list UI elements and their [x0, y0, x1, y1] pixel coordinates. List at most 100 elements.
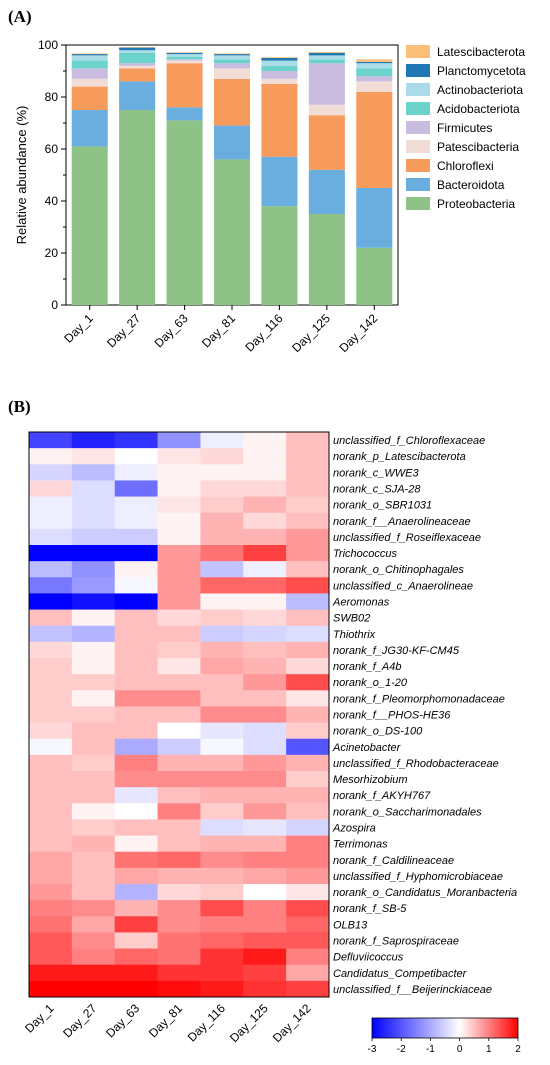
- heatmap-cell: [71, 900, 116, 917]
- legend-swatch-patescibacteria: [406, 140, 430, 153]
- heatmap-row-label: Thiothrix: [333, 629, 376, 641]
- heatmap-cell: [157, 835, 201, 853]
- heatmap-cell: [243, 464, 287, 481]
- heatmap-cell: [29, 803, 73, 820]
- heatmap-cell: [29, 835, 73, 853]
- heatmap-cell: [114, 835, 159, 853]
- colorbar-tick-label: -3: [368, 1044, 377, 1055]
- heatmap-cell: [157, 690, 201, 707]
- heatmap-cell: [157, 674, 201, 691]
- heatmap-cell: [157, 496, 201, 514]
- y-tick-label: 40: [45, 194, 59, 208]
- bar-segment-planctomycetota-day_116: [261, 58, 298, 61]
- heatmap-cell: [71, 803, 116, 820]
- heatmap-cell: [157, 932, 201, 950]
- heatmap-cell: [114, 754, 159, 772]
- legend-label-chloroflexi: Chloroflexi: [437, 159, 494, 173]
- heatmap-row-label: norank_f__Anaerolineaceae: [333, 516, 471, 528]
- heatmap-cell: [71, 545, 116, 562]
- bar-segment-chloroflexi-day_116: [261, 84, 298, 157]
- heatmap-row-label: norank_o_Chitinophagales: [333, 564, 464, 576]
- bar-segment-firmicutes-day_1: [71, 68, 108, 79]
- heatmap-row-label: Defluviicoccus: [333, 952, 404, 964]
- heatmap-cell: [286, 561, 330, 578]
- heatmap-row-label: norank_f_A4b: [333, 661, 402, 673]
- bar-segment-bacteroidota-day_1: [71, 110, 108, 147]
- bar-segment-acidobacteriota-day_142: [356, 68, 393, 77]
- heatmap-cell: [71, 512, 116, 530]
- heatmap-cell: [286, 819, 330, 837]
- heatmap-frame: [28, 431, 330, 998]
- bar-segment-bacteroidota-day_27: [119, 81, 156, 110]
- heatmap-cell: [29, 771, 73, 788]
- heatmap-cell: [29, 706, 73, 724]
- heatmap-cell: [114, 641, 159, 659]
- y-tick-label: 20: [45, 246, 59, 260]
- heatmap-cell: [243, 819, 287, 837]
- heatmap-cell: [243, 722, 287, 740]
- heatmap-cell: [200, 835, 244, 853]
- heatmap-cell: [29, 464, 73, 481]
- bar-segment-actinobacteriota-day_27: [119, 50, 156, 53]
- heatmap-cell: [286, 593, 330, 611]
- heatmap-cell: [114, 900, 159, 917]
- heatmap-cell: [71, 754, 116, 772]
- heatmap-cell: [243, 980, 287, 998]
- heatmap-row-label: unclassified_f_Chloroflexaceae: [333, 435, 485, 447]
- bar-segment-planctomycetota-day_1: [71, 54, 108, 56]
- bar-segment-chloroflexi-day_142: [356, 91, 393, 188]
- heatmap-cell: [114, 464, 159, 481]
- heatmap-cell: [114, 851, 159, 869]
- heatmap-cell: [157, 641, 201, 659]
- heatmap-cell: [71, 690, 116, 707]
- bar-segment-acidobacteriota-day_81: [213, 59, 251, 64]
- bar-segment-chloroflexi-day_27: [119, 68, 156, 82]
- heatmap-cell: [157, 593, 201, 611]
- bar-segment-chloroflexi-day_63: [166, 63, 203, 108]
- heatmap-cell: [157, 658, 201, 675]
- heatmap-cell: [114, 545, 159, 562]
- heatmap-row-label: unclassified_c_Anaerolineae: [333, 580, 473, 592]
- heatmap-cell: [200, 787, 244, 804]
- heatmap-row-label: norank_c_SJA-28: [333, 484, 421, 496]
- heatmap-cell: [286, 867, 330, 885]
- bar-segment-actinobacteriota-day_116: [261, 60, 298, 66]
- heatmap-cell: [29, 512, 73, 530]
- heatmap-cell: [286, 948, 330, 966]
- heatmap-cell: [71, 641, 116, 659]
- heatmap-cell: [286, 658, 330, 675]
- heatmap-cell: [200, 641, 244, 659]
- heatmap-cell: [200, 754, 244, 772]
- heatmap-cell: [29, 545, 73, 562]
- heatmap-cell: [157, 851, 201, 869]
- heatmap-cell: [114, 867, 159, 885]
- heatmap-cell: [71, 819, 116, 837]
- heatmap-chart: unclassified_f_Chloroflexaceae norank_p_L…: [22, 431, 521, 1055]
- heatmap-cell: [71, 432, 116, 449]
- heatmap-cell: [243, 884, 287, 901]
- colorbar: [371, 1017, 519, 1039]
- heatmap-cell: [286, 884, 330, 901]
- heatmap-column-label: Day_63: [103, 1001, 142, 1040]
- bar-segment-firmicutes-day_63: [166, 59, 203, 61]
- heatmap-cell: [286, 577, 330, 594]
- heatmap-cell: [286, 625, 330, 643]
- heatmap-cell: [29, 674, 73, 691]
- bar-segment-patescibacteria-day_81: [213, 68, 251, 79]
- heatmap-cell: [71, 625, 116, 643]
- heatmap-row-label: Mesorhizobium: [333, 774, 408, 786]
- bar-segment-actinobacteriota-day_63: [166, 54, 203, 57]
- bar-segment-acidobacteriota-day_1: [71, 60, 108, 69]
- bar-segment-firmicutes-day_142: [356, 76, 393, 82]
- legend-swatch-proteobacteria: [406, 197, 430, 210]
- heatmap-row-label: Trichococcus: [333, 548, 397, 560]
- x-tick-label: Day_142: [337, 311, 381, 355]
- heatmap-cell: [243, 754, 287, 772]
- heatmap-cell: [243, 609, 287, 627]
- heatmap-cell: [286, 706, 330, 724]
- heatmap-cell: [286, 916, 330, 933]
- y-axis-title: Relative abundance (%): [14, 106, 29, 245]
- heatmap-cell: [243, 528, 287, 546]
- heatmap-cell: [157, 545, 201, 562]
- heatmap-row-label: norank_f_Pleomorphomonadaceae: [333, 693, 505, 705]
